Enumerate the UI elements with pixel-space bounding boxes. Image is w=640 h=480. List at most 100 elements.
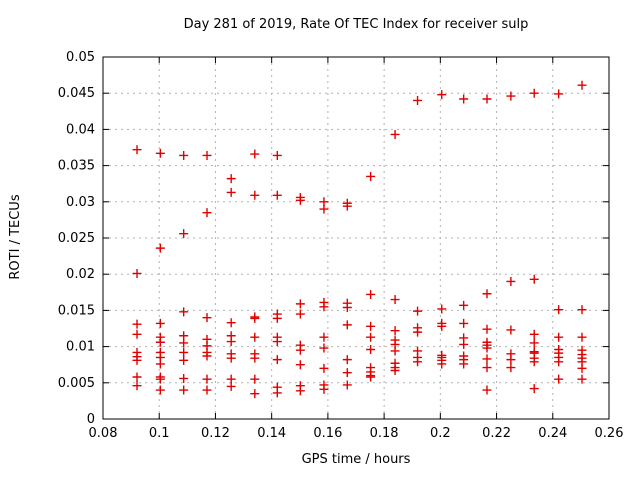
data-point-marker [529, 274, 539, 284]
data-point-marker [226, 174, 236, 184]
data-point-marker [272, 337, 282, 347]
data-point-marker [155, 148, 165, 158]
data-point-marker [506, 91, 516, 101]
data-point-marker [319, 204, 329, 214]
data-point-marker [577, 332, 587, 342]
x-tick-label: 0.18 [370, 426, 399, 441]
y-tick-label: 0.01 [66, 340, 95, 355]
data-point-marker [390, 326, 400, 336]
x-tick-label: 0.08 [89, 426, 118, 441]
data-point-marker [366, 372, 376, 382]
data-point-marker [226, 353, 236, 363]
data-point-marker [529, 88, 539, 98]
data-point-marker [482, 94, 492, 104]
data-point-marker [202, 374, 212, 384]
data-point-marker [482, 354, 492, 364]
data-point-marker [413, 357, 423, 367]
data-point-marker [529, 357, 539, 367]
data-point-marker [482, 324, 492, 334]
data-point-marker [155, 374, 165, 384]
data-point-marker [342, 380, 352, 390]
y-tick-label: 0.035 [58, 159, 95, 174]
y-tick-label: 0.045 [58, 86, 95, 101]
data-point-marker [437, 304, 447, 314]
data-point-marker [319, 343, 329, 353]
data-point-marker [390, 129, 400, 139]
data-point-marker [342, 320, 352, 330]
data-point-marker [437, 359, 447, 369]
data-point-marker [342, 201, 352, 211]
chart-title: Day 281 of 2019, Rate Of TEC Index for r… [183, 17, 529, 32]
data-point-marker [132, 268, 142, 278]
data-point-marker [554, 374, 564, 384]
y-axis-label: ROTI / TECUs [8, 194, 23, 280]
data-point-marker [250, 374, 260, 384]
data-point-marker [132, 319, 142, 329]
data-point-marker [179, 229, 189, 239]
data-point-marker [554, 89, 564, 99]
data-point-marker [366, 289, 376, 299]
data-point-marker [226, 187, 236, 197]
y-tick-label: 0.03 [66, 195, 95, 210]
x-tick-label: 0.2 [430, 426, 451, 441]
data-point-marker [155, 359, 165, 369]
y-tick-label: 0.015 [58, 303, 95, 318]
data-point-marker [413, 327, 423, 337]
data-point-marker [342, 368, 352, 378]
data-point-marker [250, 389, 260, 399]
data-point-marker [202, 150, 212, 160]
data-point-marker [226, 337, 236, 347]
data-point-marker [459, 359, 469, 369]
data-point-marker [132, 355, 142, 365]
data-point-marker [250, 149, 260, 159]
data-point-marker [132, 145, 142, 155]
data-point-marker [390, 295, 400, 305]
data-point-marker [226, 381, 236, 391]
data-point-marker [272, 355, 282, 365]
data-point-marker [319, 384, 329, 394]
data-point-marker [179, 338, 189, 348]
data-point-marker [506, 325, 516, 335]
data-point-marker [554, 332, 564, 342]
data-point-marker [577, 80, 587, 90]
data-point-marker [437, 321, 447, 331]
data-point-marker [577, 305, 587, 315]
data-point-marker [366, 344, 376, 354]
data-point-marker [179, 150, 189, 160]
data-point-marker [319, 332, 329, 342]
data-point-marker [506, 276, 516, 286]
data-point-marker [459, 94, 469, 104]
y-tick-label: 0.02 [66, 267, 95, 282]
x-tick-label: 0.14 [257, 426, 286, 441]
data-point-marker [250, 313, 260, 323]
data-point-marker [459, 300, 469, 310]
data-point-marker [366, 332, 376, 342]
data-point-marker [554, 357, 564, 367]
data-point-marker [202, 351, 212, 361]
x-axis-label: GPS time / hours [301, 452, 411, 467]
data-point-marker [482, 289, 492, 299]
data-point-marker [413, 306, 423, 316]
data-point-marker [132, 329, 142, 339]
x-tick-label: 0.26 [595, 426, 624, 441]
data-point-marker [155, 385, 165, 395]
data-point-marker [250, 190, 260, 200]
data-point-marker [319, 302, 329, 312]
data-point-marker [482, 363, 492, 373]
data-point-marker [482, 343, 492, 353]
y-tick-label: 0 [87, 412, 95, 427]
data-point-marker [132, 372, 142, 382]
data-point-marker [506, 355, 516, 365]
data-point-marker [295, 386, 305, 396]
data-point-marker [577, 363, 587, 373]
data-point-marker [202, 385, 212, 395]
x-tick-label: 0.24 [538, 426, 567, 441]
data-point-marker [155, 243, 165, 253]
data-point-marker [295, 299, 305, 309]
data-point-marker [226, 318, 236, 328]
data-point-marker [272, 150, 282, 160]
x-tick-label: 0.1 [149, 426, 170, 441]
data-point-marker [342, 303, 352, 313]
data-point-marker [179, 355, 189, 365]
